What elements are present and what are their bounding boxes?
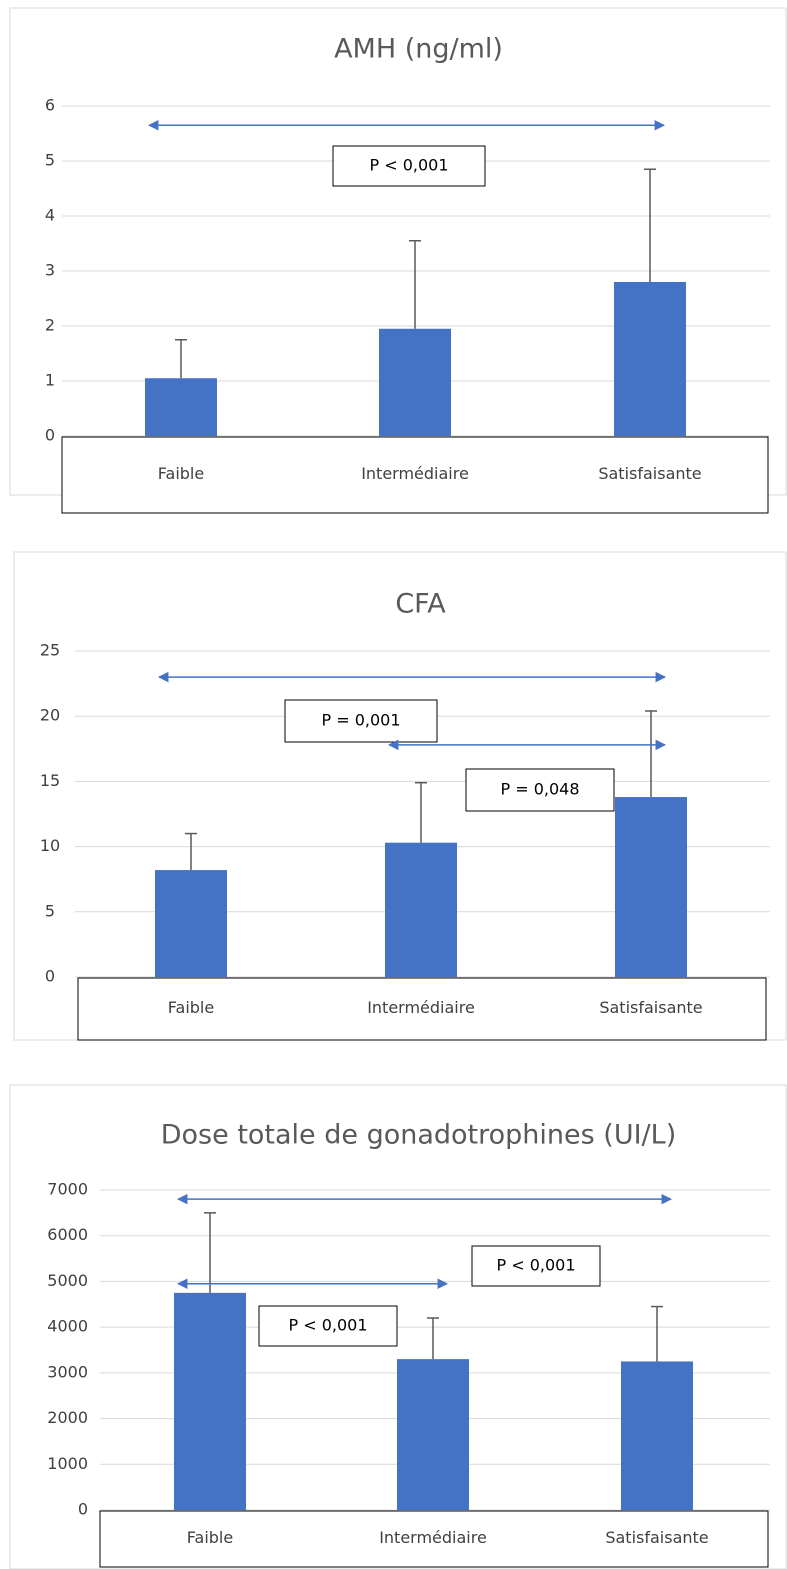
x-tick-label: Satisfaisante (605, 1528, 708, 1547)
x-tick-label: Intermédiaire (379, 1528, 487, 1547)
category-box (99, 1510, 769, 1568)
category-box (77, 977, 767, 1041)
x-tick-label: Intermédiaire (361, 464, 469, 483)
bar (397, 1359, 469, 1510)
chart-frame (9, 1084, 787, 1569)
y-tick-label: 5000 (47, 1271, 88, 1290)
y-tick-label: 25 (40, 641, 60, 660)
p-label: P < 0,001 (496, 1256, 575, 1275)
bar (614, 282, 686, 436)
y-tick-label: 5 (45, 901, 55, 920)
chart-title: Dose totale de gonadotrophines (UI/L) (161, 1120, 676, 1151)
bar (174, 1292, 246, 1510)
y-tick-label: 20 (40, 706, 60, 725)
y-tick-label: 0 (78, 1500, 88, 1519)
p-box (471, 1245, 601, 1287)
p-label: P < 0,001 (288, 1316, 367, 1335)
x-tick-label: Intermédiaire (367, 998, 475, 1017)
y-tick-label: 15 (40, 771, 60, 790)
y-tick-label: 1000 (47, 1454, 88, 1473)
bar (145, 378, 217, 436)
y-tick-label: 5 (45, 151, 55, 170)
y-tick-label: 0 (45, 967, 55, 986)
bar (379, 328, 451, 436)
p-box (258, 1305, 398, 1347)
y-tick-label: 0 (45, 426, 55, 445)
p-label: P < 0,001 (369, 156, 448, 175)
y-tick-label: 3000 (47, 1362, 88, 1381)
y-tick-label: 6000 (47, 1225, 88, 1244)
p-label: P = 0,001 (321, 711, 400, 730)
bar (155, 870, 227, 977)
y-tick-label: 1 (45, 371, 55, 390)
y-tick-label: 7000 (47, 1180, 88, 1199)
bar (385, 842, 457, 977)
chart-title: CFA (395, 589, 446, 620)
y-tick-label: 4000 (47, 1317, 88, 1336)
x-tick-label: Satisfaisante (599, 998, 702, 1017)
x-tick-label: Faible (187, 1528, 233, 1547)
p-label: P = 0,048 (500, 780, 579, 799)
x-tick-label: Faible (158, 464, 204, 483)
bar (621, 1361, 693, 1510)
y-tick-label: 2 (45, 316, 55, 335)
y-tick-label: 3 (45, 261, 55, 280)
chart-title: AMH (ng/ml) (334, 34, 503, 65)
x-tick-label: Satisfaisante (598, 464, 701, 483)
p-box (465, 768, 615, 812)
category-box (61, 436, 769, 514)
y-tick-label: 6 (45, 96, 55, 115)
x-tick-label: Faible (168, 998, 214, 1017)
bar (615, 797, 687, 977)
y-tick-label: 2000 (47, 1408, 88, 1427)
y-tick-label: 4 (45, 206, 55, 225)
p-box (284, 699, 438, 743)
p-box (332, 145, 486, 187)
y-tick-label: 10 (40, 836, 60, 855)
